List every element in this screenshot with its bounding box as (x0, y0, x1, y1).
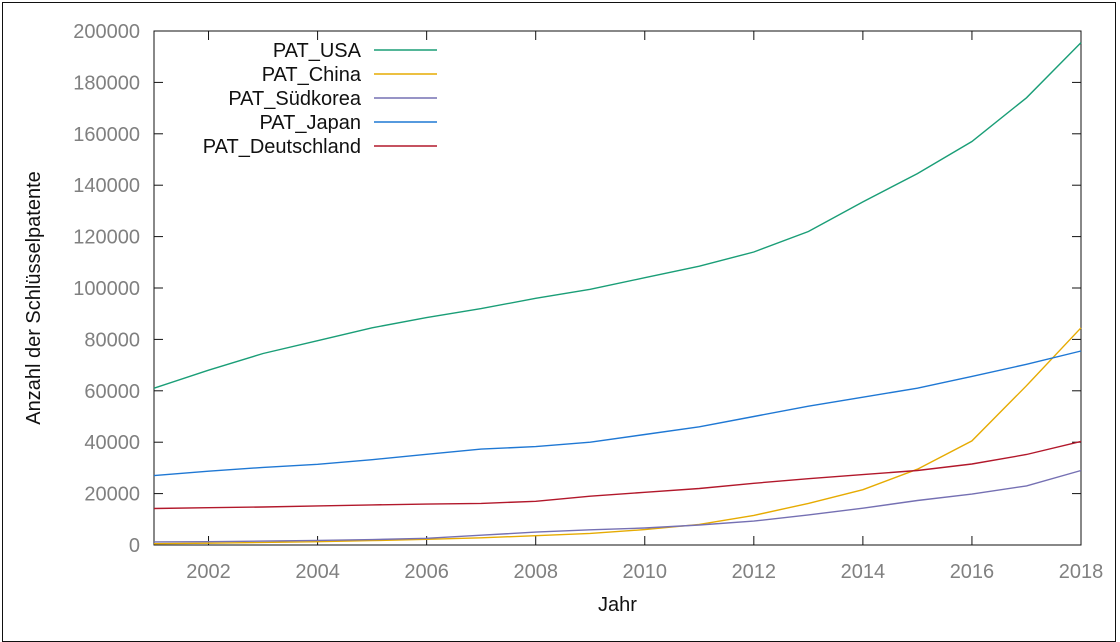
y-tick-label: 180000 (73, 72, 140, 94)
series-line-pat-usa (153, 42, 1082, 389)
series-line-pat-china (153, 327, 1082, 545)
y-tick-label: 60000 (84, 381, 140, 403)
y-tick-label: 100000 (73, 278, 140, 300)
y-tick-label: 40000 (84, 432, 140, 454)
line-chart: 0 20000 40000 60000 80000 100000 120000 140000 1… (23, 21, 1103, 616)
y-axis-label: Anzahl der Schlüsselpatente (23, 171, 45, 425)
legend-label: PAT_China (262, 64, 362, 86)
y-tick-label: 80000 (84, 329, 140, 351)
y-tick-label: 0 (129, 535, 140, 557)
y-axis-ticks: 0 20000 40000 60000 80000 100000 120000 140000 1… (73, 21, 1081, 557)
x-tick-label: 2016 (950, 561, 995, 583)
y-tick-label: 200000 (73, 21, 140, 43)
x-tick-label: 2018 (1059, 561, 1104, 583)
x-axis-ticks: 2002 2004 2006 2008 2010 2012 2014 2016 2018 (186, 31, 1103, 583)
x-axis-label: Jahr (598, 594, 637, 616)
legend: PAT_USAPAT_ChinaPAT_SüdkoreaPAT_JapanPAT… (203, 40, 437, 158)
series-lines (153, 42, 1082, 545)
y-tick-label: 160000 (73, 124, 140, 146)
x-tick-label: 2012 (732, 561, 777, 583)
legend-label: PAT_Deutschland (203, 136, 361, 158)
x-tick-label: 2010 (623, 561, 668, 583)
y-tick-label: 20000 (84, 484, 140, 506)
x-tick-label: 2002 (186, 561, 231, 583)
series-line-pat-s-dkorea (153, 469, 1082, 543)
x-tick-label: 2004 (295, 561, 340, 583)
x-tick-label: 2014 (841, 561, 886, 583)
x-tick-label: 2006 (404, 561, 449, 583)
legend-label: PAT_Japan (259, 112, 361, 134)
series-line-pat-deutschland (153, 440, 1082, 510)
legend-label: PAT_Südkorea (228, 88, 362, 110)
x-tick-label: 2008 (513, 561, 558, 583)
series-line-pat-japan (153, 350, 1082, 477)
y-tick-label: 120000 (73, 227, 140, 249)
legend-label: PAT_USA (273, 40, 362, 62)
y-tick-label: 140000 (73, 175, 140, 197)
